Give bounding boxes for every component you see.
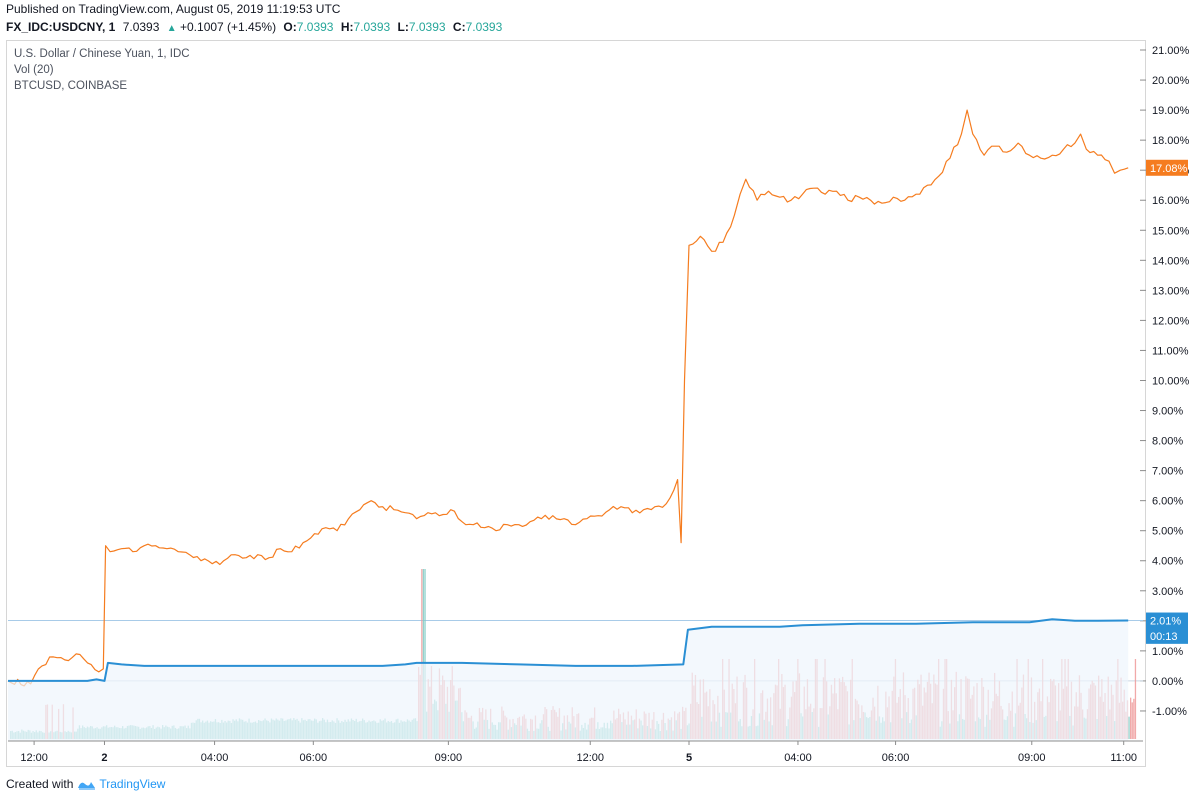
y-tick-label: 16.00%	[1152, 195, 1190, 207]
y-tick-label: 9.00%	[1152, 406, 1183, 418]
y-tick-label: 3.00%	[1152, 586, 1183, 598]
ohlc-line: FX_IDC:USDCNY, 1 7.0393 ▲ +0.1007 (+1.45…	[6, 20, 502, 34]
c-value: 7.0393	[465, 20, 503, 34]
y-tick-label: 7.00%	[1152, 466, 1183, 478]
tradingview-brand[interactable]: TradingView	[77, 777, 165, 791]
change: +0.1007 (+1.45%)	[180, 20, 277, 34]
legend-main[interactable]: U.S. Dollar / Chinese Yuan, 1, IDC	[14, 48, 190, 60]
x-tick-label: 06:00	[300, 752, 328, 764]
y-tick-label: 4.00%	[1152, 556, 1183, 568]
volume-bar	[1133, 698, 1135, 739]
symbol[interactable]: FX_IDC:USDCNY, 1	[6, 20, 116, 34]
y-tick-label: 8.00%	[1152, 436, 1183, 448]
legend-volume[interactable]: Vol (20)	[14, 64, 54, 76]
volume-bar	[1131, 702, 1133, 739]
y-tick-label: 0.00%	[1152, 676, 1183, 688]
volume-bar	[422, 569, 425, 739]
created-with-label: Created with	[6, 777, 74, 791]
price-label: 17.08%	[1150, 163, 1188, 175]
volume-bar	[421, 569, 423, 739]
x-tick-label: 04:00	[784, 752, 812, 764]
x-tick-label: 12:00	[20, 752, 48, 764]
volume-bar	[1130, 697, 1132, 739]
price-label: 2.01%	[1150, 616, 1181, 628]
x-tick-label: 5	[686, 752, 692, 764]
y-tick-label: 14.00%	[1152, 255, 1190, 267]
y-tick-label: 19.00%	[1152, 105, 1190, 117]
x-tick-label: 04:00	[201, 752, 229, 764]
footer: Created with TradingView	[6, 777, 165, 791]
y-tick-label: 20.00%	[1152, 75, 1190, 87]
x-tick-label: 12:00	[576, 752, 604, 764]
x-tick-label: 06:00	[882, 752, 910, 764]
h-label: H:	[340, 20, 354, 34]
tradingview-logo-icon	[78, 782, 96, 790]
last-price: 7.0393	[122, 20, 160, 34]
legend-compare[interactable]: BTCUSD, COINBASE	[14, 80, 128, 92]
btc-line	[8, 618, 1129, 682]
y-tick-label: 13.00%	[1152, 285, 1190, 297]
o-value: 7.0393	[296, 20, 334, 34]
volume-bar	[1134, 659, 1137, 739]
volume-bar	[1128, 716, 1130, 739]
volume-bar	[424, 569, 426, 739]
y-tick-label: 12.00%	[1152, 315, 1190, 327]
y-tick-label: 6.00%	[1152, 496, 1183, 508]
tradingview-brand-text: TradingView	[99, 777, 166, 791]
y-tick-label: -1.00%	[1152, 706, 1187, 718]
price-label: 00:13	[1150, 631, 1178, 643]
usdcny-line	[7, 109, 1129, 687]
h-value: 7.0393	[353, 20, 391, 34]
y-tick-label: 18.00%	[1152, 135, 1190, 147]
y-tick-label: 5.00%	[1152, 526, 1183, 538]
price-label-box	[1146, 627, 1188, 644]
x-tick-label: 09:00	[1018, 752, 1046, 764]
l-value: 7.0393	[408, 20, 446, 34]
l-label: L:	[397, 20, 409, 34]
y-tick-label: 1.00%	[1152, 646, 1183, 658]
x-tick-label: 11:00	[1110, 752, 1137, 764]
c-label: C:	[452, 20, 466, 34]
y-tick-label: 15.00%	[1152, 225, 1190, 237]
y-tick-label: 10.00%	[1152, 375, 1190, 387]
chart-frame[interactable]	[6, 40, 1146, 767]
published-line: Published on TradingView.com, August 05,…	[6, 2, 341, 16]
y-tick-label: 11.00%	[1152, 345, 1189, 357]
y-tick-label: 21.00%	[1152, 45, 1190, 57]
x-tick-label: 2	[101, 752, 107, 764]
btc-area	[8, 619, 1129, 741]
price-label-box	[1146, 612, 1188, 629]
o-label: O:	[283, 20, 297, 34]
x-tick-label: 09:00	[435, 752, 463, 764]
price-label-box	[1146, 159, 1188, 176]
up-arrow-icon: ▲	[166, 23, 177, 34]
